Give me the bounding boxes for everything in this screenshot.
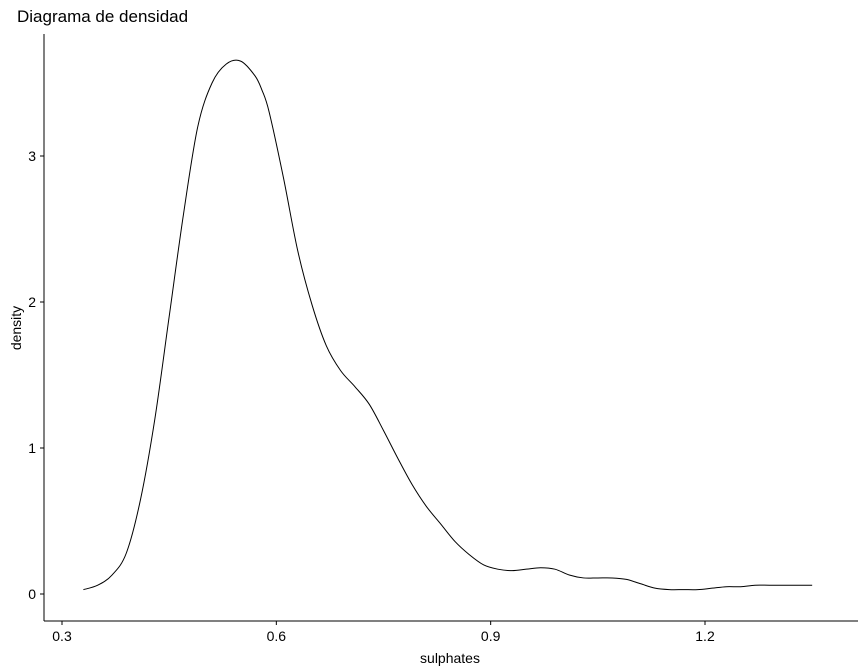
x-tick-label: 0.9 — [481, 628, 501, 644]
density-curve — [83, 59, 813, 591]
x-axis-ticks: 0.3 0.6 0.9 1.2 — [52, 621, 715, 644]
y-tick-label: 1 — [28, 440, 36, 456]
x-tick-label: 1.2 — [695, 628, 715, 644]
x-tick-label: 0.3 — [52, 628, 72, 644]
y-tick-label: 2 — [28, 294, 36, 310]
chart-title: Diagrama de densidad — [17, 7, 188, 26]
y-tick-label: 0 — [28, 586, 36, 602]
y-axis-ticks: 0 1 2 3 — [28, 148, 44, 602]
y-tick-label: 3 — [28, 148, 36, 164]
y-axis-title: density — [8, 306, 24, 350]
x-axis-title: sulphates — [420, 650, 480, 666]
x-tick-label: 0.6 — [267, 628, 287, 644]
